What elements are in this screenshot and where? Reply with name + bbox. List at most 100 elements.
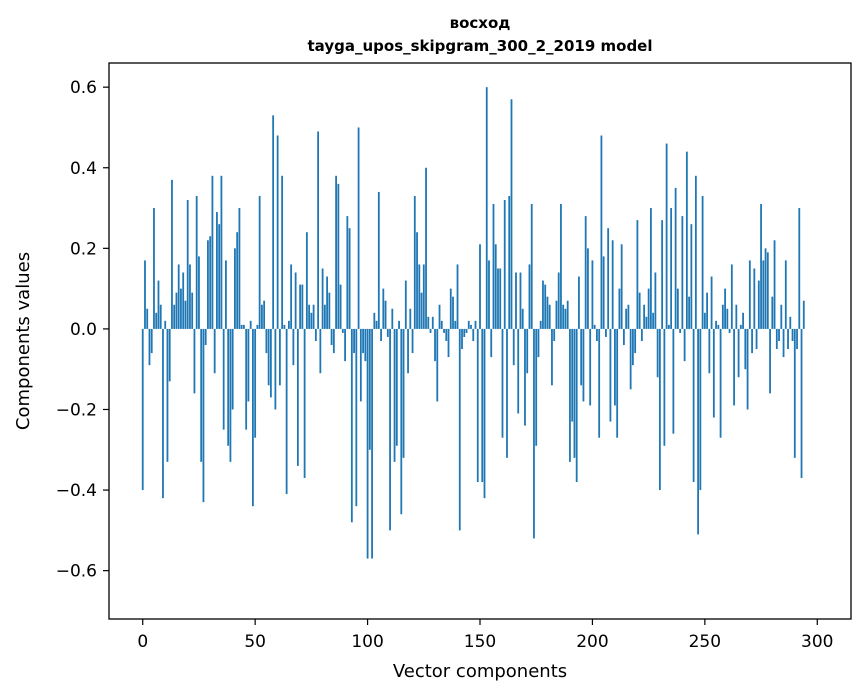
bar-component-89 [341, 328, 344, 333]
bar-component-237 [674, 187, 677, 329]
bar-component-117 [404, 280, 407, 329]
bar-component-56 [267, 328, 270, 386]
bar-component-1 [144, 260, 146, 329]
bar-component-241 [683, 328, 686, 362]
x-axis-label: Vector components [393, 661, 567, 682]
bar-component-290 [793, 328, 796, 458]
bar-component-159 [499, 268, 502, 329]
bar-component-19 [184, 300, 187, 329]
bar-component-179 [544, 284, 547, 329]
bar-component-92 [348, 228, 351, 329]
bar-component-212 [618, 288, 621, 329]
bar-component-105 [377, 191, 380, 329]
bar-component-183 [553, 328, 556, 341]
bar-component-285 [782, 328, 785, 358]
bar-component-142 [461, 328, 463, 350]
bar-component-229 [656, 328, 659, 378]
bar-component-103 [373, 312, 376, 329]
bar-component-44 [240, 324, 243, 329]
bar-component-158 [497, 268, 499, 329]
x-axis-ticks: 0 50 100 150 200 250 300 [137, 619, 833, 652]
bar-component-151 [481, 328, 484, 483]
bar-component-275 [760, 204, 762, 329]
bar-component-39 [229, 328, 232, 462]
bar-component-27 [202, 328, 205, 503]
bar-component-12 [168, 328, 171, 382]
bar-component-249 [701, 195, 704, 329]
bar-component-243 [688, 296, 691, 329]
bar-component-97 [359, 328, 362, 402]
bar-component-143 [463, 328, 466, 337]
bar-component-232 [663, 328, 666, 446]
bar-component-253 [710, 276, 713, 329]
bar-component-250 [703, 312, 706, 329]
bar-component-190 [569, 328, 571, 462]
bar-component-59 [274, 328, 277, 410]
y-axis-label: Components values [13, 252, 34, 430]
bar-component-162 [506, 328, 508, 458]
bar-component-83 [328, 292, 331, 329]
x-tick-label: 150 [464, 632, 496, 652]
bar-component-106 [380, 328, 382, 341]
bar-component-93 [350, 328, 353, 523]
bar-component-231 [661, 220, 664, 329]
bar-component-115 [400, 328, 403, 515]
bar-component-130 [434, 328, 436, 362]
bar-component-25 [198, 256, 200, 329]
bar-component-61 [278, 328, 281, 386]
bar-component-127 [427, 316, 430, 329]
bar-component-240 [681, 216, 684, 329]
bar-component-8 [159, 304, 162, 329]
bar-component-279 [769, 328, 771, 394]
bar-component-149 [476, 328, 479, 483]
bar-component-77 [314, 328, 317, 341]
bar-component-219 [634, 328, 637, 354]
bar-component-206 [605, 328, 607, 337]
bar-component-216 [627, 304, 630, 329]
bar-component-220 [636, 220, 639, 329]
bar-component-20 [186, 199, 189, 329]
bar-component-134 [443, 328, 445, 333]
bar-component-3 [148, 328, 151, 366]
bar-component-171 [526, 328, 529, 374]
bar-component-282 [775, 328, 778, 350]
bar-component-53 [261, 304, 263, 329]
bar-component-265 [737, 328, 740, 378]
bar-component-204 [600, 135, 603, 329]
bar-component-194 [578, 276, 580, 329]
bar-component-126 [425, 167, 427, 329]
bar-component-98 [362, 328, 364, 354]
bar-component-118 [407, 328, 409, 374]
bar-component-95 [355, 328, 358, 507]
bar-component-133 [440, 320, 443, 329]
bar-component-38 [227, 328, 230, 446]
bar-component-29 [207, 240, 209, 329]
bar-component-40 [231, 328, 234, 410]
bar-component-18 [182, 272, 185, 329]
bar-component-213 [620, 244, 623, 329]
bar-component-292 [798, 208, 801, 329]
bar-component-69 [296, 328, 299, 466]
bar-component-46 [245, 328, 248, 430]
bar-component-109 [386, 328, 389, 337]
bar-component-268 [744, 328, 747, 370]
chart-subtitle: tayga_upos_skipgram_300_2_2019 model [308, 37, 653, 55]
bar-component-208 [609, 328, 612, 422]
bar-component-293 [800, 328, 803, 478]
bar-component-294 [802, 300, 805, 329]
bar-component-262 [730, 264, 733, 329]
bar-component-277 [764, 248, 767, 329]
bar-component-273 [755, 328, 758, 350]
bar-component-276 [762, 260, 765, 329]
bar-component-186 [560, 204, 562, 329]
bar-component-51 [256, 324, 259, 329]
bar-component-23 [193, 328, 196, 394]
bar-component-278 [766, 252, 769, 329]
bar-component-6 [155, 312, 158, 329]
bar-component-157 [494, 244, 497, 329]
bar-component-21 [189, 264, 191, 329]
bar-component-84 [330, 328, 333, 346]
bar-component-266 [739, 324, 742, 329]
